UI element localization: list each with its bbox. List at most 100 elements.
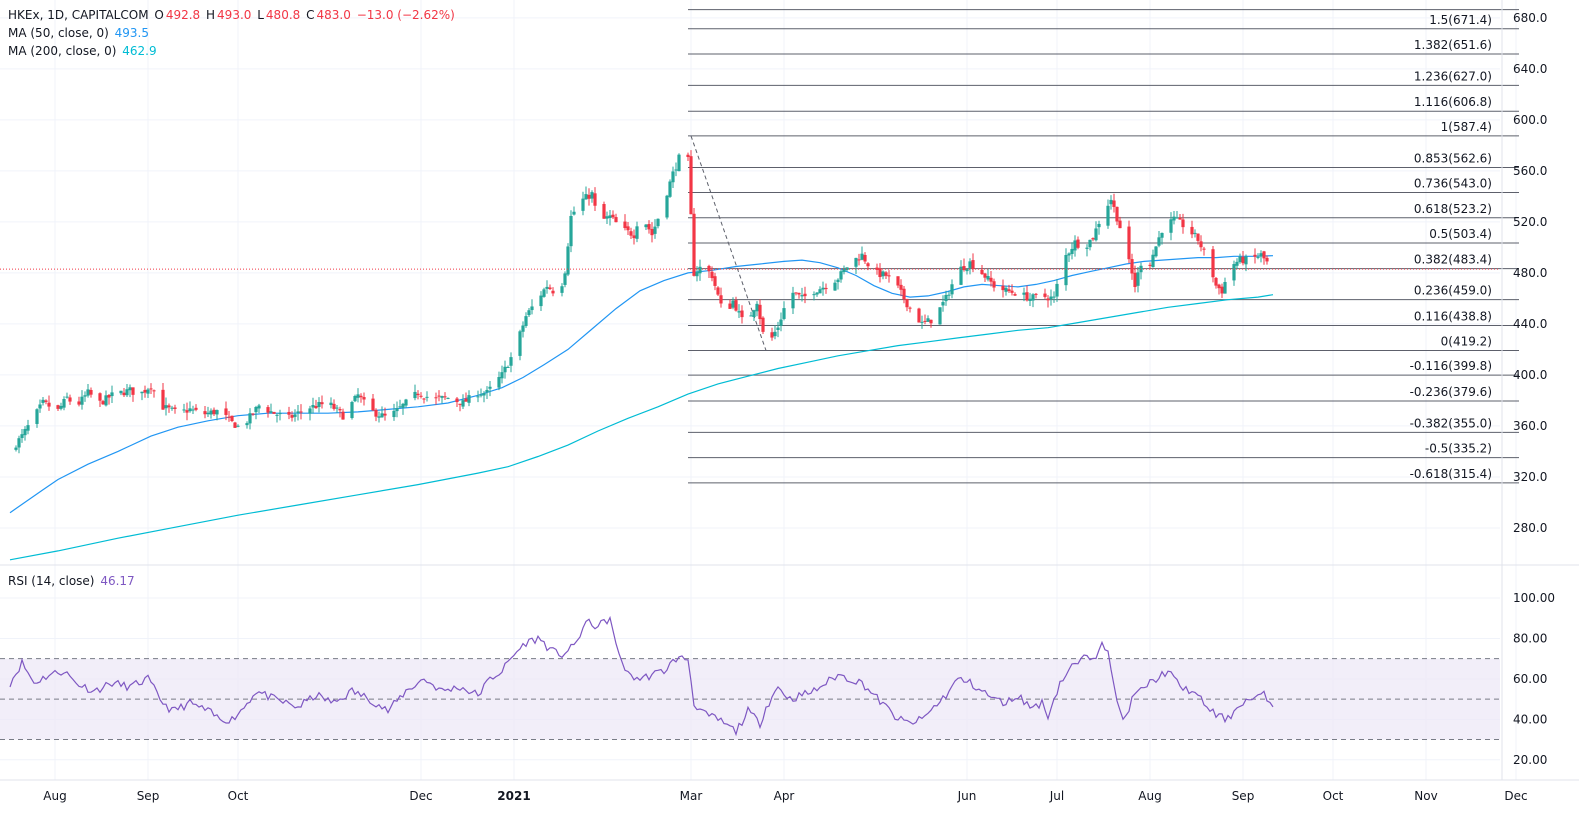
candle-body xyxy=(614,217,618,223)
ma200-legend[interactable]: MA (200, close, 0) 462.9 xyxy=(8,44,159,58)
candle-body xyxy=(779,319,783,326)
candle-body xyxy=(461,400,465,407)
price-axis-label: 360.0 xyxy=(1513,419,1547,433)
candle-body xyxy=(278,413,282,415)
candle-body xyxy=(737,311,741,313)
candle-body xyxy=(860,253,864,260)
high-label: H xyxy=(206,8,216,22)
fib-level-label: -0.5(335.2) xyxy=(1425,442,1492,456)
candle-body xyxy=(377,416,381,418)
candle-body xyxy=(206,412,210,415)
candle-body xyxy=(800,295,804,297)
candle-body xyxy=(65,396,69,398)
candle-body xyxy=(161,389,165,410)
fib-level-label: 0.736(543.0) xyxy=(1414,177,1492,191)
candle-body xyxy=(44,400,48,402)
candle-body xyxy=(236,425,240,427)
price-axis-label: 640.0 xyxy=(1513,62,1547,76)
candle-body xyxy=(1127,226,1131,260)
rsi-legend[interactable]: RSI (14, close) 46.17 xyxy=(8,574,137,588)
candle-body xyxy=(1004,287,1008,292)
candle-body xyxy=(143,389,147,393)
candle-body xyxy=(296,411,300,413)
candle-body xyxy=(968,261,972,268)
candle-body xyxy=(35,409,39,424)
low-value: 480.8 xyxy=(265,8,301,22)
candle-body xyxy=(980,269,984,275)
candle-body xyxy=(380,413,384,418)
candle-body xyxy=(776,327,780,331)
candle-body xyxy=(881,271,885,277)
candle-body xyxy=(1217,284,1221,289)
candle-body xyxy=(1148,264,1152,266)
fib-level-label: 0.116(438.8) xyxy=(1414,309,1492,323)
candle-body xyxy=(293,414,297,417)
candle-body xyxy=(152,390,156,392)
candle-body xyxy=(1043,293,1047,297)
candle-body xyxy=(1097,223,1101,228)
candle-body xyxy=(857,259,861,261)
price-axis-label: 520.0 xyxy=(1513,215,1547,229)
candle-body xyxy=(1118,220,1122,229)
fib-level-label: 1.382(651.6) xyxy=(1414,38,1492,52)
candle-body xyxy=(188,408,192,412)
candle-body xyxy=(68,397,72,402)
candle-body xyxy=(833,282,837,291)
time-axis-label: Sep xyxy=(1232,789,1255,803)
candle-body xyxy=(839,271,843,280)
fibonacci-retracement: 1.5(671.4) 1.382(651.6) 1.236(627.0) 1.116(… xyxy=(688,9,1519,484)
candle-body xyxy=(971,260,975,269)
candle-body xyxy=(233,422,237,428)
ma200-value: 462.9 xyxy=(122,44,157,58)
candle-body xyxy=(605,216,609,219)
candle-body xyxy=(83,395,87,397)
candle-body xyxy=(797,292,801,295)
candle-body xyxy=(1214,277,1218,286)
candle-body xyxy=(485,389,489,393)
candle-body xyxy=(122,392,126,396)
candle-body xyxy=(665,195,669,218)
candle-body xyxy=(1259,253,1263,257)
price-axis-label: 440.0 xyxy=(1513,317,1547,331)
candle-body xyxy=(731,300,735,308)
candle-body xyxy=(353,395,357,402)
candle-body xyxy=(929,319,933,324)
candle-body xyxy=(755,303,759,312)
candle-body xyxy=(80,396,84,405)
candle-body xyxy=(1244,256,1248,265)
fib-level-label: -0.236(379.6) xyxy=(1410,385,1492,399)
fib-level-label: 1(587.4) xyxy=(1441,120,1492,134)
candle-body xyxy=(593,193,597,206)
ma50-legend[interactable]: MA (50, close, 0) 493.5 xyxy=(8,26,151,40)
price-axis-label: 400.0 xyxy=(1513,368,1547,382)
candle-body xyxy=(488,386,492,389)
candle-body xyxy=(185,410,189,413)
candle-body xyxy=(944,295,948,302)
candle-body xyxy=(1022,292,1026,295)
candle-body xyxy=(1169,219,1173,233)
candle-body xyxy=(524,316,528,326)
candle-body xyxy=(1181,219,1185,228)
price-axis-label: 320.0 xyxy=(1513,470,1547,484)
candle-body xyxy=(1031,294,1035,301)
price-axis-label: 680.0 xyxy=(1513,11,1547,25)
time-axis-label: Oct xyxy=(228,789,249,803)
candle-body xyxy=(167,405,171,408)
candle-body xyxy=(413,391,417,399)
candle-body xyxy=(383,413,387,416)
candle-body xyxy=(104,395,108,406)
ma200-label: MA (200, close, 0) xyxy=(8,44,117,58)
candle-body xyxy=(884,272,888,276)
candle-body xyxy=(503,366,507,373)
candle-body xyxy=(866,263,870,267)
candle-body xyxy=(611,214,615,218)
candle-body xyxy=(362,397,366,400)
rsi-axis-label: 40.00 xyxy=(1513,712,1547,726)
candle-body xyxy=(254,407,258,413)
candle-body xyxy=(560,286,564,293)
fib-level-label: 1.236(627.0) xyxy=(1414,69,1492,83)
candle-body xyxy=(23,428,27,436)
price-axis-label: 600.0 xyxy=(1513,113,1547,127)
